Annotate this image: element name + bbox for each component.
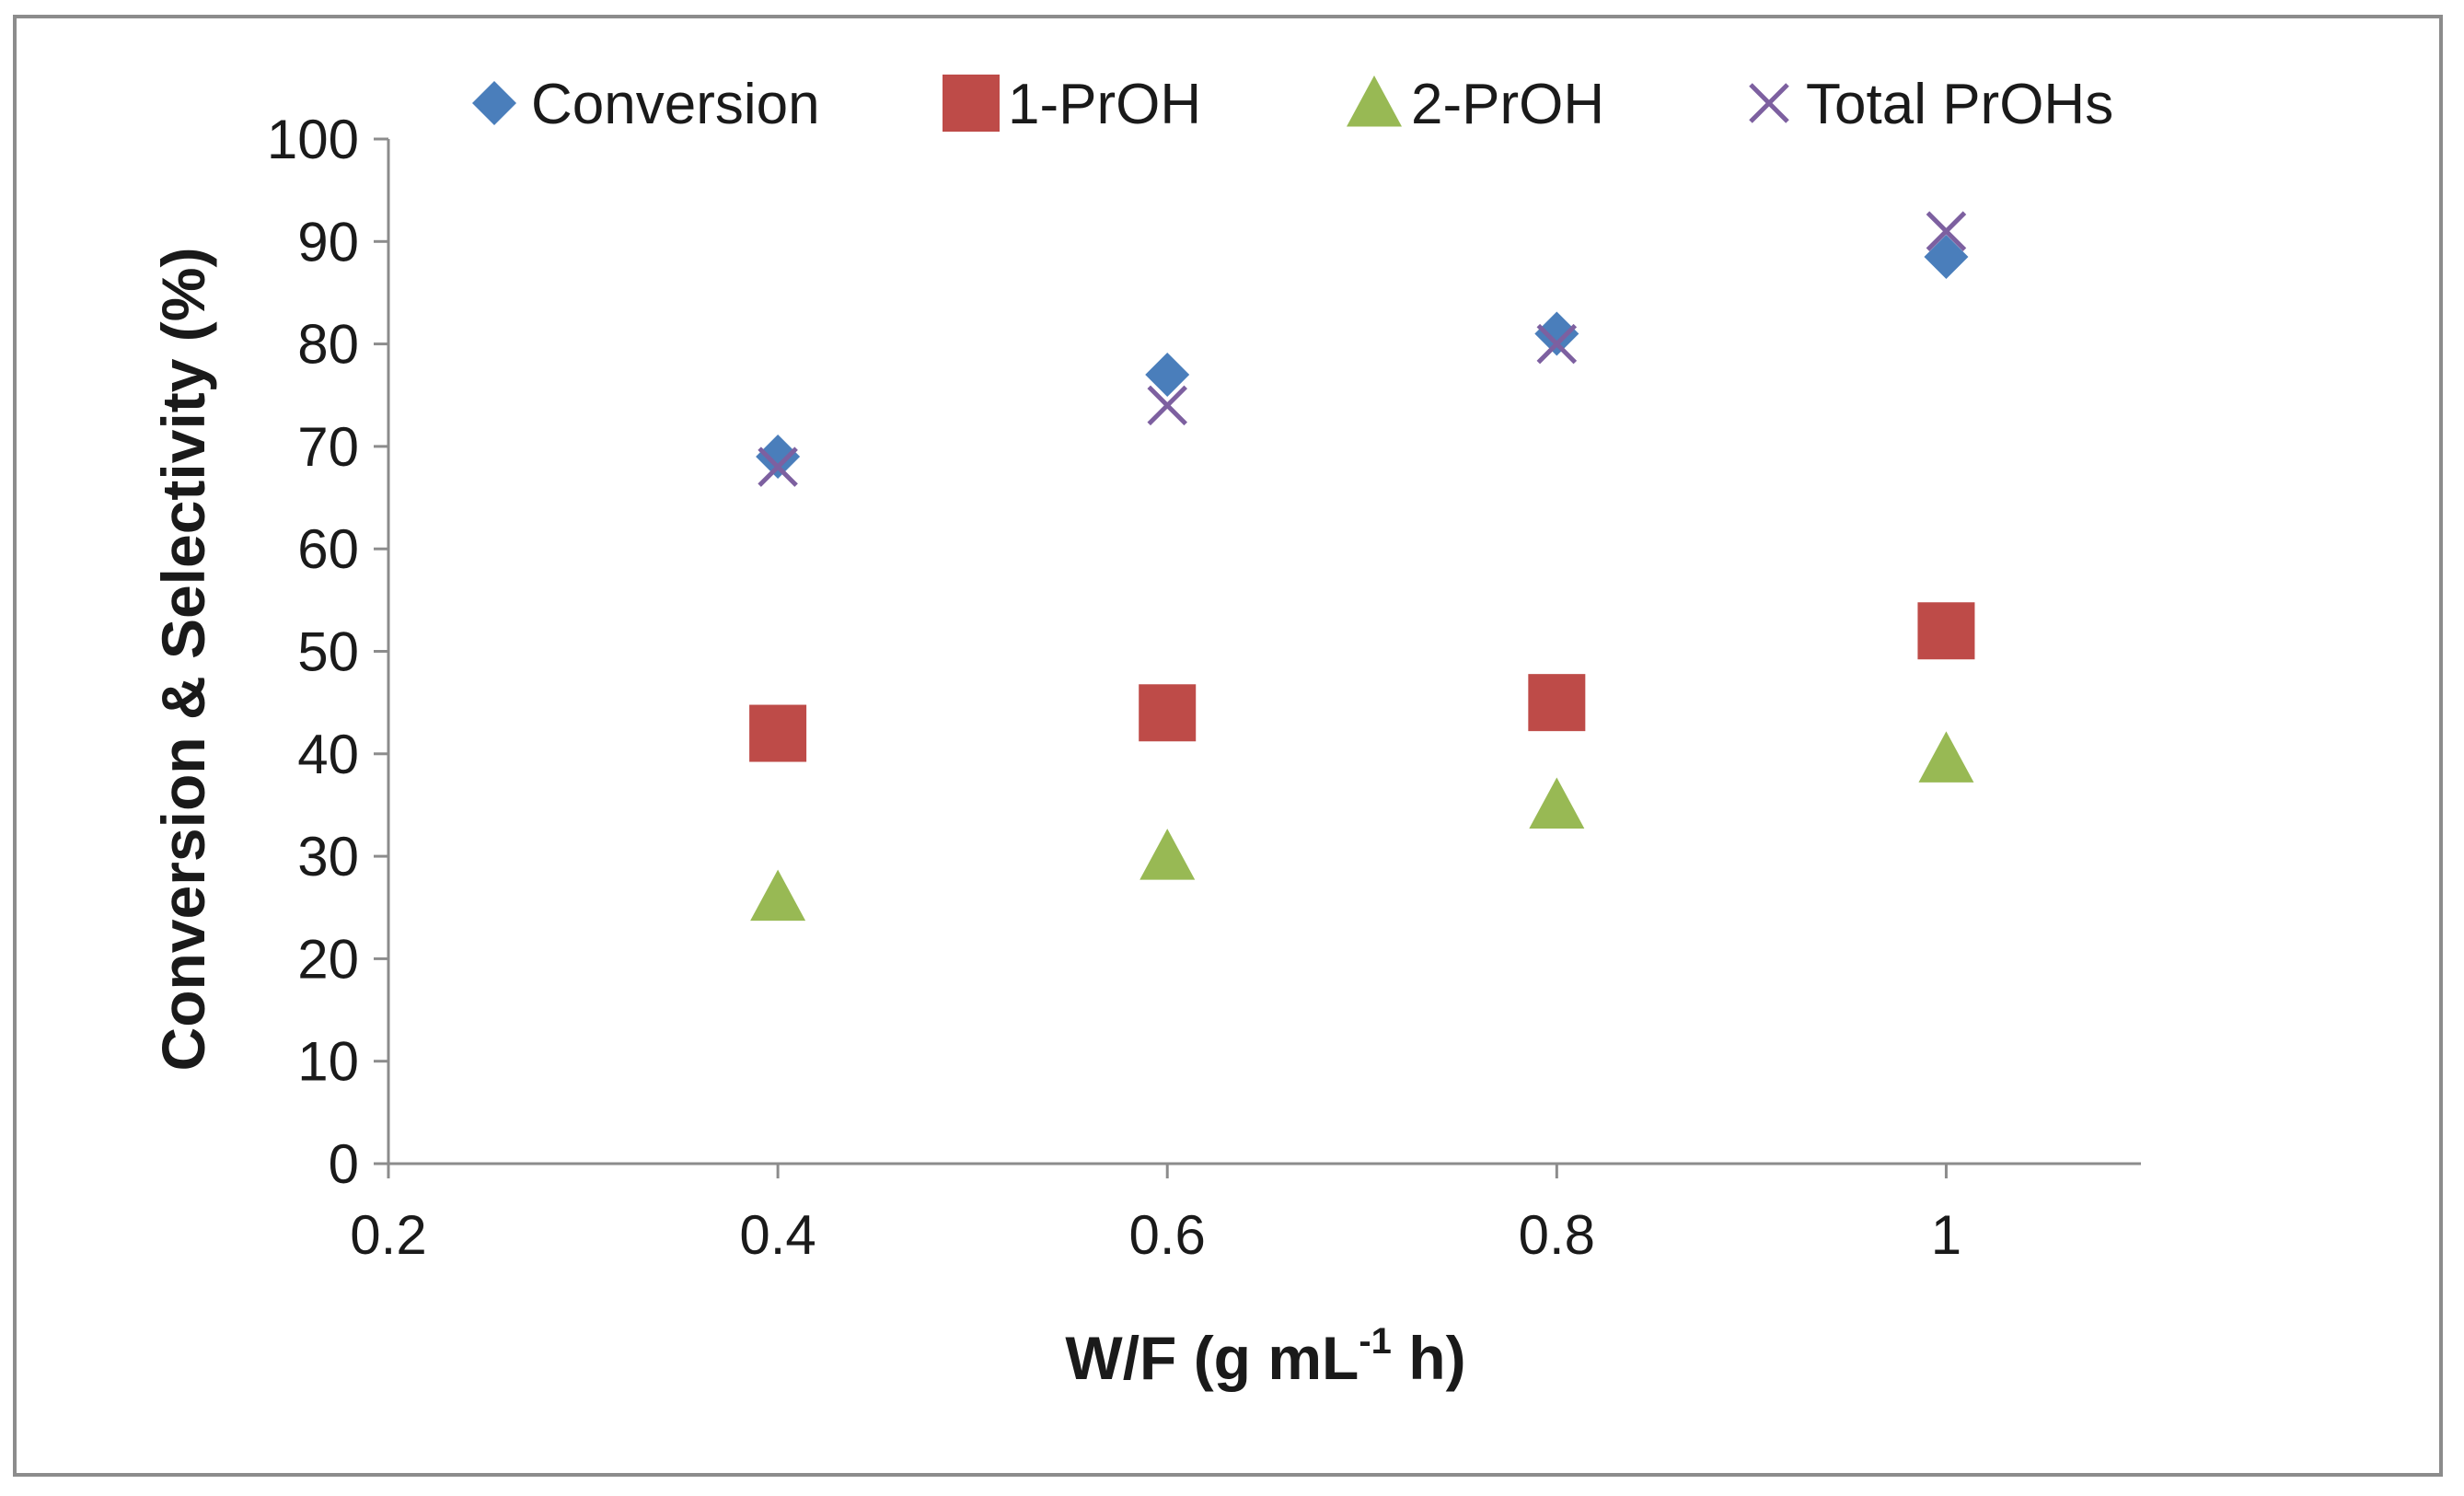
y-tick-label: 100: [267, 109, 359, 170]
y-axis-title: Conversion & Selectivity (%): [149, 248, 217, 1072]
data-point: [1918, 731, 1974, 783]
y-tick-label: 70: [297, 416, 359, 478]
y-tick-label: 60: [297, 518, 359, 580]
data-point: [758, 446, 798, 487]
y-tick-label: 20: [297, 928, 359, 990]
y-tick-label: 0: [329, 1133, 359, 1195]
series-total-prohs: [758, 211, 1967, 487]
data-point: [1147, 385, 1187, 426]
legend-item: Total PrOHs: [1749, 73, 2113, 136]
data-point: [749, 704, 807, 762]
axes: [387, 139, 2141, 1165]
legend-marker: [1749, 83, 1789, 123]
data-point: [1917, 602, 1975, 660]
data-point: [1536, 323, 1578, 365]
y-tick-label: 30: [297, 826, 359, 887]
data-point: [1139, 684, 1197, 742]
y-tick-label: 10: [297, 1031, 359, 1093]
y-tick-label: 90: [297, 211, 359, 273]
legend-marker: [1347, 75, 1402, 127]
y-tick-label: 50: [297, 621, 359, 683]
y-ticks: 0 10 20 30 40 50 60 70 80 90 100: [267, 109, 388, 1195]
x-axis-title-superscript: -1: [1359, 1321, 1392, 1362]
legend-label: Conversion: [531, 73, 820, 136]
data-point: [1924, 234, 1969, 279]
legend: Conversion 1-PrOH 2-PrOH Total PrOHs: [472, 73, 2113, 136]
data-point: [750, 869, 806, 922]
x-axis-title-main: W/F (g mL: [1065, 1324, 1359, 1392]
series-1-proh: [749, 602, 1975, 762]
data-point: [1528, 674, 1586, 732]
legend-label: Total PrOHs: [1806, 73, 2113, 136]
data-points: [749, 211, 1975, 922]
data-point: [1926, 211, 1967, 251]
legend-item: 1-PrOH: [943, 73, 1201, 136]
legend-marker: [472, 81, 516, 125]
x-tick-label: 1: [1931, 1204, 1961, 1266]
data-point: [1534, 311, 1579, 356]
x-axis-title: W/F (g mL-1 h): [1065, 1321, 1465, 1392]
series-2-proh: [750, 731, 1974, 922]
legend-label: 2-PrOH: [1411, 73, 1604, 136]
x-tick-label: 0.4: [739, 1204, 816, 1266]
legend-marker: [943, 75, 1000, 132]
data-point: [756, 435, 801, 480]
y-tick-label: 80: [297, 314, 359, 376]
legend-item: 2-PrOH: [1347, 73, 1604, 136]
legend-label: 1-PrOH: [1008, 73, 1201, 136]
series-conversion: [756, 234, 1969, 480]
x-ticks: 0.2 0.4 0.6 0.8 1: [350, 1164, 1961, 1266]
data-point: [1145, 352, 1190, 397]
chart-frame: [13, 15, 2443, 1477]
x-axis-title-tail: h): [1392, 1324, 1466, 1392]
x-tick-label: 0.2: [350, 1204, 426, 1266]
y-tick-label: 40: [297, 724, 359, 785]
x-tick-label: 0.8: [1519, 1204, 1595, 1266]
data-point: [1139, 829, 1196, 880]
legend-item: Conversion: [472, 73, 820, 136]
x-tick-label: 0.6: [1129, 1204, 1206, 1266]
data-point: [1529, 777, 1585, 829]
